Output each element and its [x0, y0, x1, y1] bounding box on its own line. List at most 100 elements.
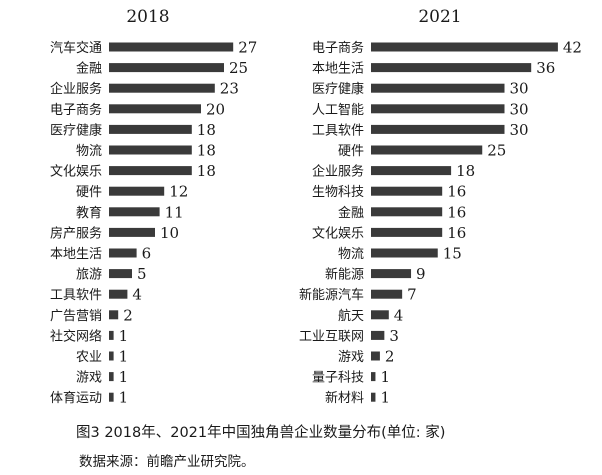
- data-label: 25: [487, 142, 506, 160]
- category-label: 本地生活: [312, 62, 364, 77]
- category-label: 新能源汽车: [299, 287, 364, 303]
- category-label: 体育运动: [50, 390, 102, 406]
- data-label: 27: [238, 39, 257, 57]
- data-bar: [371, 186, 443, 196]
- data-label: 36: [536, 59, 555, 77]
- data-label: 2: [123, 306, 133, 324]
- data-label: 1: [119, 368, 129, 386]
- data-label: 18: [197, 162, 216, 180]
- category-label: 医疗健康: [312, 81, 364, 97]
- data-bar: [109, 42, 234, 52]
- data-label: 1: [119, 327, 129, 345]
- data-label: 1: [380, 389, 390, 407]
- data-label: 7: [407, 286, 417, 304]
- category-label: 医疗健康: [50, 122, 102, 138]
- data-bar: [109, 289, 128, 299]
- data-label: 20: [206, 100, 225, 118]
- data-bar: [109, 186, 165, 196]
- data-bar: [109, 104, 201, 114]
- data-bar: [109, 330, 114, 340]
- data-label: 2: [385, 348, 395, 366]
- data-bar: [371, 166, 452, 176]
- data-bar: [371, 330, 385, 340]
- data-label: 23: [220, 80, 239, 98]
- data-label: 4: [394, 306, 404, 324]
- data-bar: [371, 63, 532, 73]
- data-label: 30: [510, 100, 529, 118]
- data-label: 30: [510, 80, 529, 98]
- data-bar: [109, 392, 114, 402]
- panel-title: 2018: [126, 7, 169, 27]
- data-label: 25: [229, 59, 248, 77]
- data-label: 9: [416, 265, 426, 283]
- panel-title: 2021: [418, 7, 461, 27]
- category-label: 工具软件: [50, 288, 102, 303]
- data-bar: [109, 83, 215, 93]
- data-label: 42: [563, 39, 582, 57]
- data-bar: [109, 372, 114, 382]
- data-bar: [371, 289, 403, 299]
- category-label: 物流: [338, 247, 364, 262]
- data-bar: [109, 248, 137, 258]
- category-label: 教育: [76, 205, 102, 221]
- data-label: 18: [456, 162, 475, 180]
- category-label: 电子商务: [50, 102, 102, 118]
- category-label: 新材料: [325, 390, 364, 406]
- data-label: 1: [119, 348, 129, 366]
- data-label: 18: [197, 142, 216, 160]
- data-bar: [371, 392, 376, 402]
- data-label: 16: [447, 183, 466, 201]
- category-label: 游戏: [338, 350, 364, 365]
- data-bar: [109, 269, 132, 279]
- data-label: 16: [447, 203, 466, 221]
- data-bar: [371, 248, 438, 258]
- category-label: 金融: [76, 61, 102, 77]
- data-label: 10: [160, 224, 179, 242]
- category-label: 金融: [338, 205, 364, 221]
- data-bar: [371, 83, 505, 93]
- category-label: 工业互联网: [299, 329, 364, 344]
- data-label: 1: [380, 368, 390, 386]
- data-bar: [109, 227, 155, 237]
- data-bar: [109, 310, 119, 320]
- category-label: 电子商务: [312, 40, 364, 56]
- category-label: 房产服务: [50, 225, 102, 241]
- data-bar: [109, 145, 192, 155]
- data-bar: [371, 207, 443, 217]
- category-label: 企业服务: [50, 81, 102, 97]
- data-bar: [109, 63, 224, 73]
- data-bar: [109, 166, 192, 176]
- category-label: 文化娱乐: [312, 226, 364, 241]
- category-label: 人工智能: [312, 103, 364, 118]
- data-bar: [371, 351, 380, 361]
- figure-caption: 图3 2018年、2021年中国独角兽企业数量分布(单位: 家): [76, 425, 446, 441]
- category-label: 汽车交通: [50, 40, 102, 56]
- category-label: 本地生活: [50, 247, 102, 262]
- data-bar: [371, 372, 376, 382]
- category-label: 企业服务: [312, 164, 364, 180]
- data-bar: [371, 124, 505, 134]
- data-bar: [109, 124, 192, 134]
- data-label: 3: [389, 327, 399, 345]
- data-bar: [109, 351, 114, 361]
- data-bar: [109, 207, 160, 217]
- data-bar: [371, 145, 483, 155]
- category-label: 工具软件: [312, 123, 364, 138]
- category-label: 旅游: [76, 268, 102, 283]
- category-label: 硬件: [338, 144, 364, 159]
- category-label: 航天: [338, 308, 364, 324]
- category-label: 生物科技: [312, 185, 364, 200]
- data-label: 11: [165, 203, 184, 221]
- data-source-note: 数据来源：前瞻产业研究院。: [79, 454, 255, 470]
- category-label: 硬件: [76, 185, 102, 200]
- data-label: 4: [132, 286, 142, 304]
- data-bar: [371, 269, 412, 279]
- data-label: 30: [510, 121, 529, 139]
- data-label: 16: [447, 224, 466, 242]
- data-bar: [371, 42, 558, 52]
- category-label: 社交网络: [50, 328, 102, 344]
- data-label: 1: [119, 389, 129, 407]
